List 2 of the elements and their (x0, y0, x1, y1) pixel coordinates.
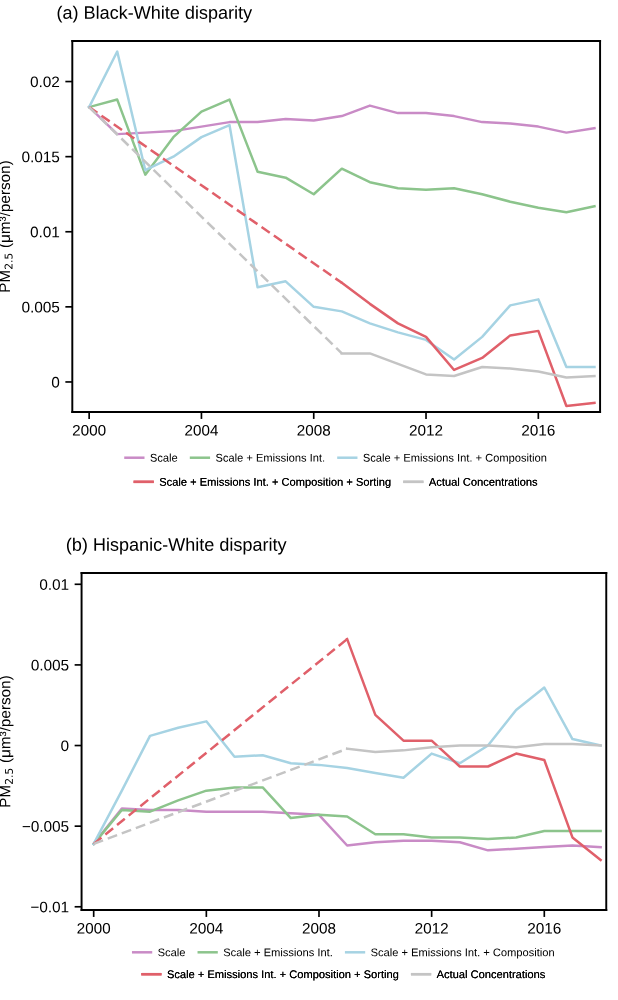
chart-title: (a) Black-White disparity (57, 5, 253, 23)
chart-title: (b) Hispanic-White disparity (66, 537, 287, 555)
